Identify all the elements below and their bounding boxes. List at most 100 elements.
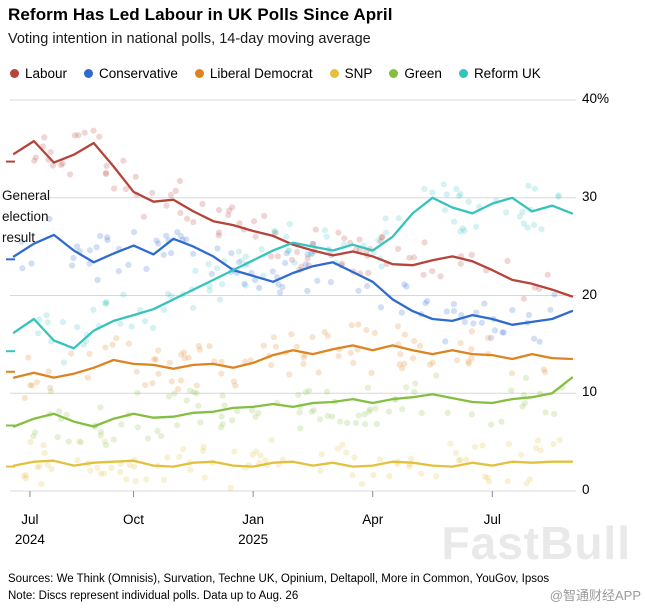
- poll-disc: [327, 279, 334, 286]
- poll-disc: [556, 437, 563, 444]
- poll-disc: [444, 409, 451, 416]
- poll-disc: [65, 438, 72, 445]
- poll-disc: [142, 318, 149, 325]
- poll-disc: [476, 203, 483, 210]
- poll-disc: [181, 355, 188, 362]
- poll-disc: [40, 442, 47, 449]
- poll-disc: [249, 451, 256, 458]
- poll-disc: [364, 384, 371, 391]
- poll-disc: [347, 349, 354, 356]
- poll-disc: [509, 307, 516, 314]
- poll-disc: [332, 259, 340, 266]
- poll-disc: [142, 381, 149, 389]
- poll-disc: [33, 379, 41, 386]
- poll-disc: [178, 351, 185, 358]
- poll-disc: [97, 404, 104, 411]
- y-axis-label: 0: [582, 482, 590, 497]
- poll-disc: [69, 262, 76, 269]
- poll-disc: [391, 396, 399, 403]
- poll-disc: [168, 292, 175, 300]
- poll-disc: [412, 380, 419, 387]
- poll-disc: [214, 245, 221, 252]
- poll-disc: [367, 245, 374, 253]
- legend-dot: [458, 69, 468, 78]
- poll-disc: [36, 316, 43, 323]
- poll-disc: [426, 361, 433, 368]
- poll-disc: [28, 382, 36, 389]
- poll-disc: [298, 263, 305, 270]
- poll-disc: [296, 409, 303, 416]
- poll-disc: [195, 402, 202, 409]
- poll-disc: [74, 324, 81, 331]
- poll-disc: [473, 309, 480, 316]
- poll-disc: [125, 411, 132, 418]
- poll-disc: [232, 382, 239, 389]
- poll-disc: [443, 191, 450, 198]
- x-axis-label: Jan: [242, 512, 265, 527]
- poll-disc: [174, 229, 181, 236]
- poll-disc: [252, 233, 259, 240]
- poll-disc: [424, 298, 431, 305]
- poll-disc: [125, 261, 132, 268]
- poll-disc: [276, 289, 284, 296]
- poll-disc: [253, 448, 260, 455]
- poll-disc: [541, 369, 549, 376]
- poll-disc: [531, 284, 538, 291]
- poll-disc: [550, 441, 557, 448]
- poll-disc: [233, 269, 240, 276]
- poll-disc: [473, 223, 480, 230]
- poll-disc: [120, 291, 127, 298]
- poll-disc: [301, 351, 308, 358]
- poll-disc: [91, 423, 98, 431]
- poll-disc: [160, 251, 167, 258]
- poll-disc: [81, 129, 88, 136]
- poll-disc: [128, 323, 135, 330]
- poll-disc: [136, 307, 144, 314]
- poll-disc: [335, 353, 342, 360]
- series-line-green: [12, 376, 574, 428]
- poll-disc: [227, 485, 234, 492]
- poll-disc: [360, 242, 367, 249]
- poll-disc: [151, 356, 158, 363]
- poll-disc: [344, 419, 351, 426]
- poll-disc: [468, 355, 475, 362]
- poll-disc: [97, 432, 104, 439]
- poll-disc: [90, 127, 97, 134]
- poll-disc: [305, 262, 312, 269]
- poll-disc: [355, 321, 362, 328]
- poll-disc: [73, 243, 81, 250]
- poll-disc: [282, 259, 289, 266]
- poll-disc: [347, 239, 354, 247]
- poll-disc: [508, 370, 516, 377]
- poll-disc: [521, 400, 529, 407]
- poll-disc: [134, 389, 141, 396]
- poll-disc: [421, 185, 428, 193]
- poll-disc: [102, 169, 109, 176]
- poll-disc: [152, 356, 159, 363]
- poll-disc: [365, 269, 372, 277]
- poll-disc: [468, 411, 475, 418]
- poll-disc: [272, 343, 279, 350]
- poll-disc: [370, 249, 377, 256]
- legend-item-labour: Labour: [10, 66, 67, 81]
- poll-disc: [240, 226, 247, 233]
- poll-disc: [245, 462, 252, 469]
- poll-disc: [94, 276, 101, 284]
- poll-disc: [362, 421, 369, 428]
- poll-disc: [252, 413, 259, 420]
- poll-disc: [243, 261, 250, 268]
- poll-disc: [266, 352, 273, 359]
- poll-disc: [465, 198, 472, 205]
- poll-disc: [544, 271, 551, 278]
- poll-disc: [324, 388, 331, 395]
- poll-disc: [68, 350, 75, 357]
- poll-disc: [335, 346, 343, 353]
- poll-disc: [196, 346, 203, 353]
- poll-disc: [117, 320, 124, 327]
- poll-disc: [373, 420, 380, 427]
- poll-disc: [433, 372, 440, 379]
- poll-disc: [177, 233, 185, 240]
- poll-disc: [80, 341, 87, 348]
- poll-disc: [375, 237, 382, 244]
- poll-disc: [165, 237, 172, 244]
